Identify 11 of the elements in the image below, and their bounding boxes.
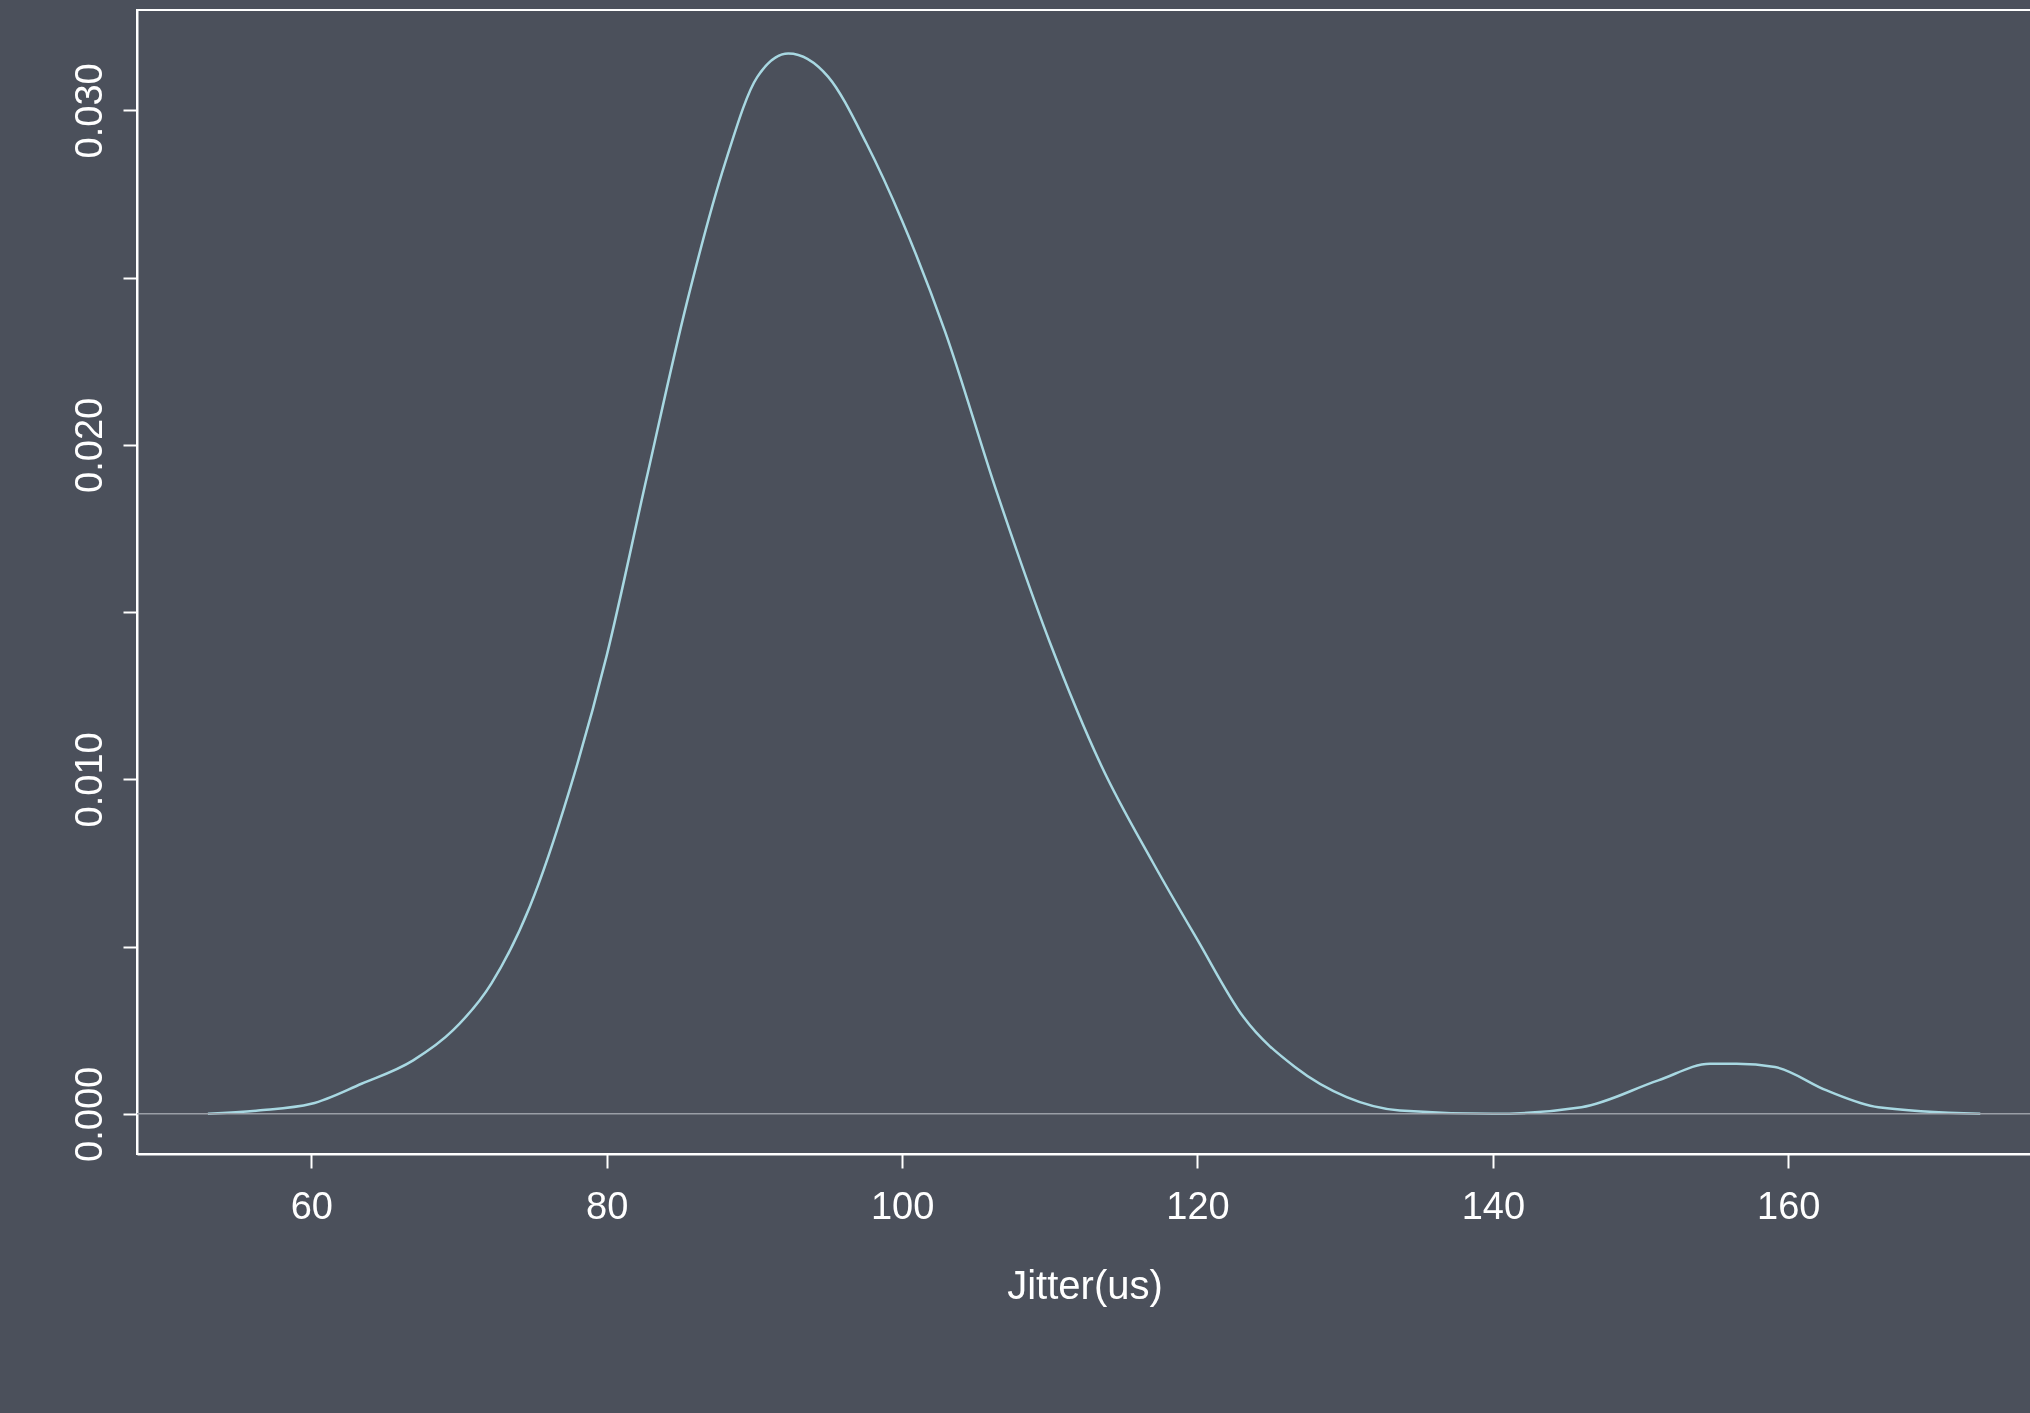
x-tick-label: 80 xyxy=(586,1184,629,1227)
y-tick-label: 0.020 xyxy=(67,397,110,493)
x-tick-label: 60 xyxy=(290,1184,333,1227)
y-tick-label: 0.010 xyxy=(67,732,110,828)
y-tick-label: 0.000 xyxy=(67,1066,110,1162)
y-tick-label: 0.030 xyxy=(67,63,110,159)
x-tick-label: 120 xyxy=(1166,1184,1230,1227)
x-tick-label: 140 xyxy=(1461,1184,1526,1227)
x-tick-label: 100 xyxy=(870,1184,935,1227)
x-axis-title: Jitter(us) xyxy=(1007,1262,1163,1307)
x-tick-label: 160 xyxy=(1757,1184,1821,1227)
